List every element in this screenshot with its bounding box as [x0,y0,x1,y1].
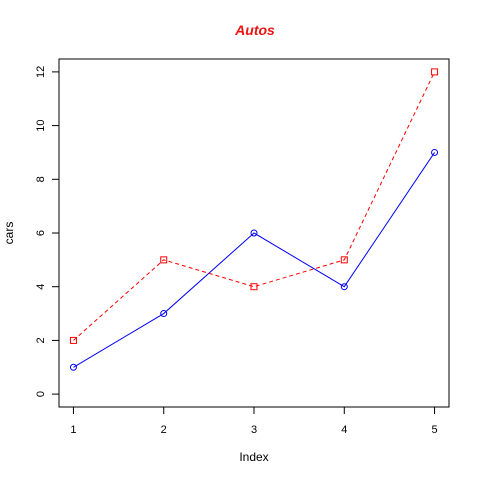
y-tick-label: 0 [35,391,47,397]
data-point [69,363,77,371]
data-point [160,310,168,318]
data-point [160,256,168,264]
data-point [431,68,439,76]
data-point [431,148,439,156]
x-tick-label: 2 [161,424,167,436]
x-tick-label: 4 [341,424,347,436]
x-axis-title: Index [239,450,268,464]
y-axis-title: cars [2,222,16,245]
x-axis: 1 2 3 4 5 [70,406,438,436]
data-point [340,283,348,291]
y-axis: 0 2 4 6 8 10 12 [35,66,60,397]
series-layer [69,68,439,371]
y-tick-label: 8 [35,176,47,182]
series-2-line [73,71,436,341]
series-1-line [73,152,435,368]
chart-title: Autos [234,22,275,38]
data-point [340,256,348,264]
series-1 [69,148,439,371]
y-tick-label: 4 [35,284,47,290]
y-tick-label: 10 [35,119,47,131]
x-tick-label: 5 [431,424,437,436]
x-tick-label: 3 [251,424,257,436]
data-point [250,283,258,291]
data-point [250,229,258,237]
y-tick-label: 12 [35,66,47,78]
x-tick-label: 1 [70,424,76,436]
data-point [69,336,77,344]
series-2 [69,68,439,344]
y-tick-label: 6 [35,230,47,236]
y-tick-label: 2 [35,337,47,343]
